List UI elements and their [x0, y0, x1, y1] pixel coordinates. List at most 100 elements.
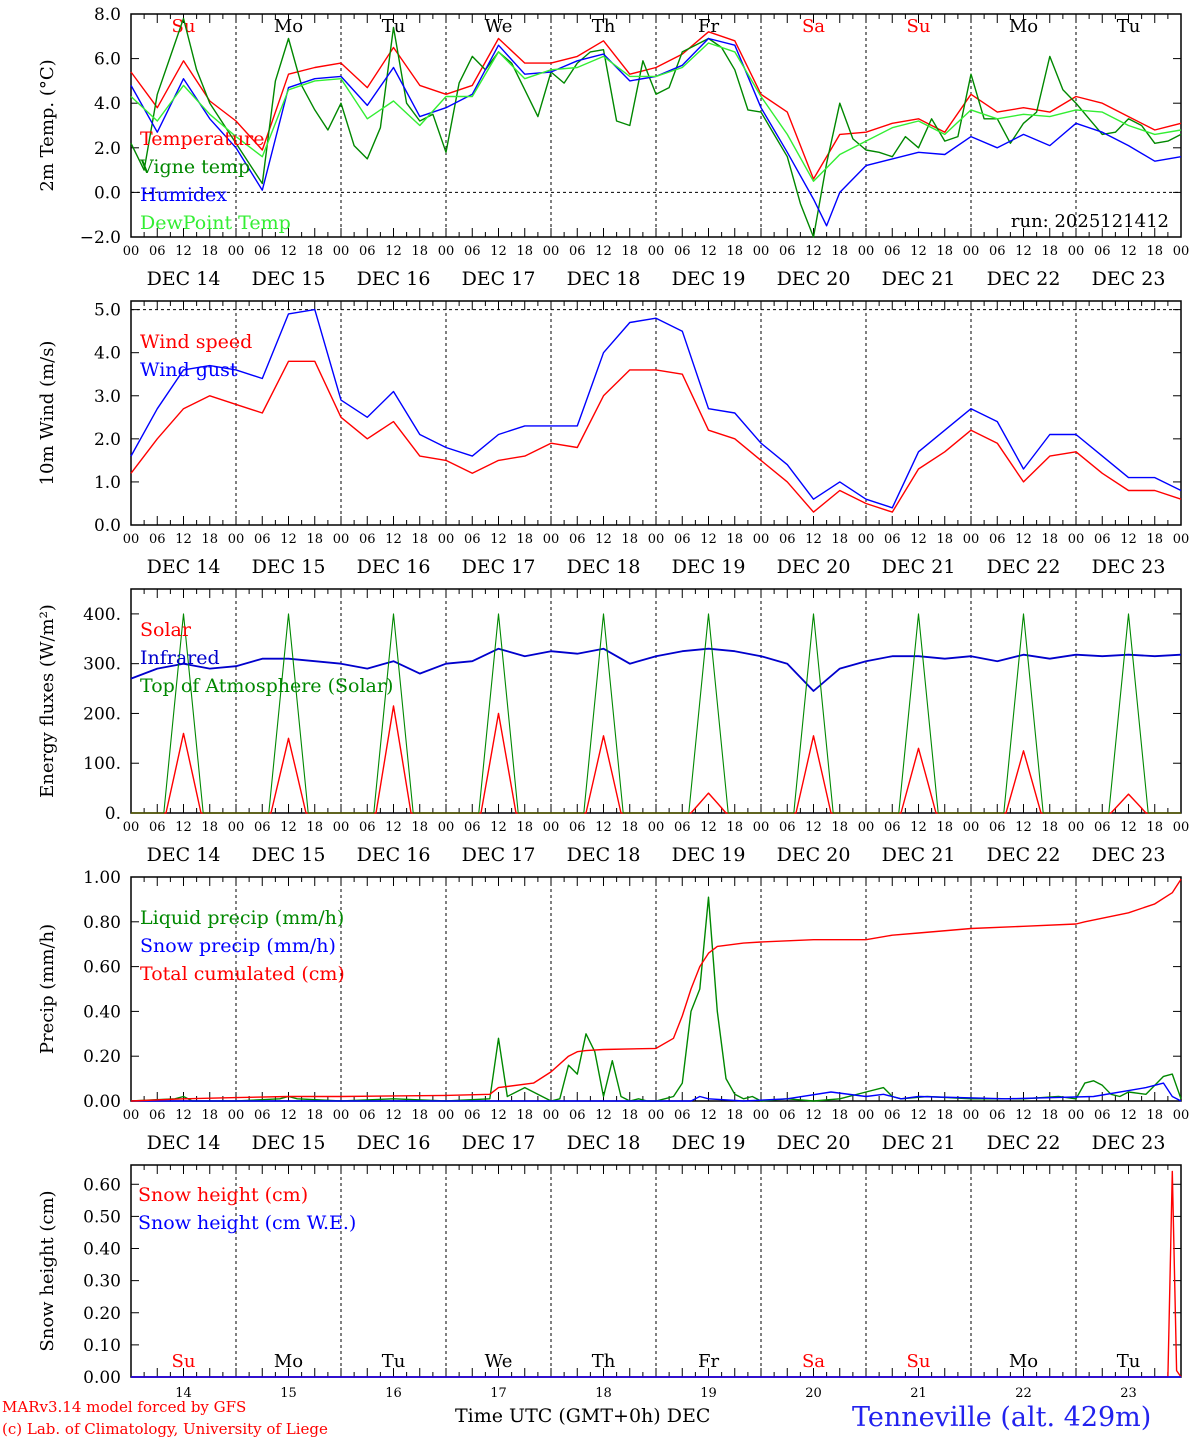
y-tick-label: 1.00	[83, 868, 121, 888]
hour-tick-label: 00	[1173, 1108, 1190, 1123]
hour-tick-label: 18	[201, 244, 218, 259]
series-humidex-line	[130, 37, 1182, 227]
hour-tick-label: 06	[569, 1108, 586, 1123]
date-tick-label: DEC 15	[252, 1132, 326, 1154]
series-wind-speed-line	[130, 360, 1182, 513]
hour-tick-label: 00	[753, 1108, 770, 1123]
lab-credit: (c) Lab. of Climatology, University of L…	[2, 1420, 328, 1438]
hour-tick-label: 18	[201, 1108, 218, 1123]
series-vigne-temp-line	[130, 17, 1182, 238]
weekday-label: Fr	[698, 1351, 719, 1372]
hour-tick-label: 06	[1094, 244, 1111, 259]
hour-tick-label: 00	[963, 244, 980, 259]
date-tick-label: DEC 20	[777, 1132, 851, 1154]
hour-tick-label: 18	[936, 820, 953, 835]
hour-tick-label: 12	[490, 532, 507, 547]
hour-tick-label: 00	[648, 1108, 665, 1123]
y-tick-label: 2.0	[94, 430, 121, 450]
date-tick-label: DEC 15	[252, 556, 326, 578]
hour-tick-label: 00	[123, 244, 140, 259]
hour-tick-label: 00	[753, 244, 770, 259]
hour-tick-label: 12	[490, 820, 507, 835]
date-tick-label: DEC 16	[357, 844, 431, 866]
hour-tick-label: 18	[1146, 1108, 1163, 1123]
run-label: run: 2025121412	[1011, 211, 1169, 232]
hour-tick-label: 12	[1015, 244, 1032, 259]
hour-tick-label: 18	[831, 820, 848, 835]
hour-tick-label: 00	[1173, 244, 1190, 259]
hour-tick-label: 12	[805, 1108, 822, 1123]
hour-tick-label: 06	[674, 820, 691, 835]
hour-tick-label: 00	[1068, 1108, 1085, 1123]
hour-tick-label: 00	[333, 1108, 350, 1123]
hour-tick-label: 12	[910, 820, 927, 835]
day-number-label: 15	[280, 1386, 297, 1401]
legend-entry: Infrared	[140, 647, 220, 669]
weekday-label: Th	[592, 16, 616, 37]
hour-tick-label: 12	[910, 1108, 927, 1123]
legend-entry: Top of Atmosphere (Solar)	[140, 675, 393, 697]
weekday-label: Fr	[698, 16, 719, 37]
weekday-label: Mo	[274, 1351, 303, 1372]
date-tick-label: DEC 17	[462, 1132, 536, 1154]
hour-tick-label: 00	[858, 532, 875, 547]
hour-tick-label: 06	[464, 244, 481, 259]
hour-tick-label: 12	[805, 532, 822, 547]
hour-tick-label: 06	[779, 820, 796, 835]
hour-tick-label: 06	[1094, 532, 1111, 547]
hour-tick-label: 06	[779, 1108, 796, 1123]
date-tick-label: DEC 19	[672, 268, 746, 290]
date-tick-label: DEC 23	[1092, 844, 1166, 866]
weekday-label: Su	[172, 16, 196, 37]
hour-tick-label: 12	[280, 820, 297, 835]
weekday-label: Su	[907, 16, 931, 37]
legend-entry: Humidex	[140, 184, 227, 206]
hour-tick-label: 18	[621, 244, 638, 259]
day-number-label: 17	[490, 1386, 507, 1401]
weekday-label: Su	[907, 1351, 931, 1372]
x-axis-title: Time UTC (GMT+0h) DEC	[455, 1405, 711, 1427]
hour-tick-label: 00	[648, 532, 665, 547]
hour-tick-label: 18	[306, 1108, 323, 1123]
hour-tick-label: 06	[254, 532, 271, 547]
hour-tick-label: 18	[831, 532, 848, 547]
weekday-label: Tu	[382, 16, 406, 37]
temperature-axis-label: 2m Temp. (°C)	[37, 59, 58, 191]
hour-tick-label: 12	[1015, 532, 1032, 547]
hour-tick-label: 00	[1068, 532, 1085, 547]
hour-tick-label: 00	[333, 532, 350, 547]
date-tick-label: DEC 16	[357, 1132, 431, 1154]
y-tick-label: 0.20	[83, 1047, 121, 1067]
legend-entry: Temperature	[140, 128, 264, 150]
date-tick-label: DEC 14	[147, 268, 221, 290]
y-tick-label: 0.10	[83, 1336, 121, 1356]
y-tick-label: 0.40	[83, 1240, 121, 1260]
hour-tick-label: 06	[149, 244, 166, 259]
hour-tick-label: 00	[648, 820, 665, 835]
hour-tick-label: 18	[411, 1108, 428, 1123]
legend-entry: Vigne temp	[139, 156, 250, 178]
hour-tick-label: 00	[648, 244, 665, 259]
legend-entry: Wind gust	[140, 359, 238, 381]
hour-tick-label: 00	[753, 532, 770, 547]
hour-tick-label: 12	[175, 820, 192, 835]
hour-tick-label: 00	[228, 532, 245, 547]
hour-tick-label: 00	[858, 820, 875, 835]
weekday-label: Tu	[1117, 16, 1141, 37]
hour-tick-label: 12	[1120, 244, 1137, 259]
hour-tick-label: 18	[726, 532, 743, 547]
hour-tick-label: 06	[779, 244, 796, 259]
temperature-panel-frame	[130, 13, 1182, 238]
date-tick-label: DEC 14	[147, 1132, 221, 1154]
hour-tick-label: 06	[1094, 1108, 1111, 1123]
y-tick-label: 0.60	[83, 1175, 121, 1195]
hour-tick-label: 06	[359, 244, 376, 259]
hour-tick-label: 18	[621, 1108, 638, 1123]
day-number-label: 22	[1015, 1386, 1032, 1401]
model-credit: MARv3.14 model forced by GFS	[2, 1398, 247, 1416]
hour-tick-label: 12	[385, 820, 402, 835]
hour-tick-label: 18	[1146, 820, 1163, 835]
y-tick-label: 2.0	[94, 139, 121, 159]
weekday-label: Tu	[382, 1351, 406, 1372]
date-tick-label: DEC 16	[357, 556, 431, 578]
